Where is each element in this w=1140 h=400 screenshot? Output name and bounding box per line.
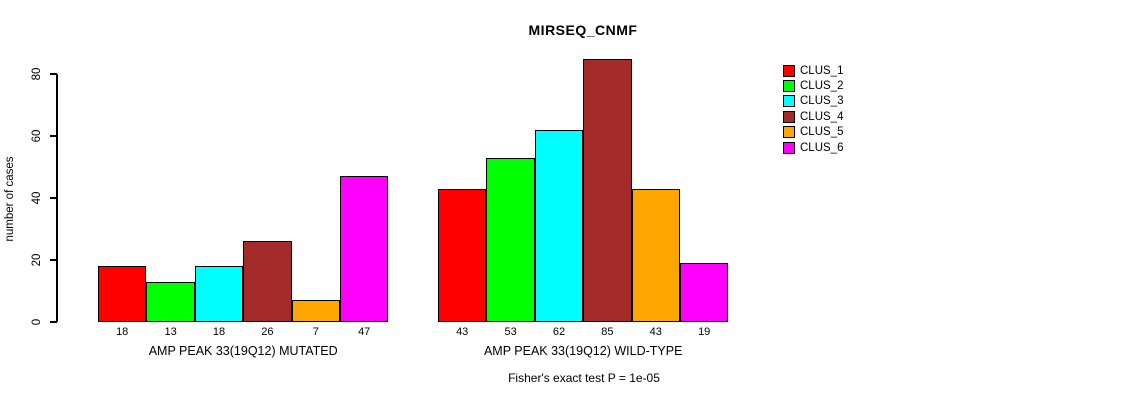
bar-value-label: 19: [698, 326, 711, 338]
bar-clus_3: [534, 129, 584, 322]
legend-swatch-clus_6: [783, 141, 795, 154]
legend-label: CLUS_2: [800, 80, 844, 93]
legend-row: CLUS_6: [783, 140, 843, 155]
legend: CLUS_1 CLUS_2 CLUS_3 CLUS_4 CLUS_5 CLUS_6: [783, 63, 843, 155]
y-axis-tick: [50, 73, 57, 75]
bar-clus_4: [243, 241, 292, 322]
bar-value-label: 47: [358, 326, 371, 338]
legend-row: CLUS_3: [783, 94, 843, 109]
bar-value-label: 62: [552, 326, 566, 338]
legend-label: CLUS_1: [800, 64, 844, 77]
y-axis-tick-label: 0: [31, 318, 43, 326]
legend-swatch-clus_4: [783, 110, 795, 123]
legend-swatch-clus_2: [783, 80, 795, 93]
group-axis-label: AMP PEAK 33(19Q12) WILD-TYPE: [483, 344, 683, 358]
group-axis-label: AMP PEAK 33(19Q12) MUTATED: [148, 344, 338, 358]
bar-clus_5: [631, 188, 680, 322]
y-axis-title: number of cases: [4, 156, 16, 242]
legend-swatch-clus_1: [783, 64, 795, 77]
bar-value-label: 7: [312, 326, 319, 338]
bar-clus_4: [583, 58, 632, 322]
legend-label: CLUS_4: [800, 110, 844, 123]
bar-clus_6: [680, 263, 729, 322]
legend-row: CLUS_5: [783, 125, 843, 140]
y-axis-tick-label: 60: [31, 129, 43, 143]
legend-row: CLUS_4: [783, 109, 843, 124]
legend-swatch-clus_3: [783, 95, 795, 108]
legend-label: CLUS_6: [800, 141, 844, 154]
legend-label: CLUS_3: [800, 95, 844, 108]
bar-value-label: 43: [456, 326, 469, 338]
bar-value-label: 26: [261, 326, 274, 338]
legend-swatch-clus_5: [783, 126, 795, 139]
bar-clus_6: [340, 176, 389, 322]
bar-clus_2: [146, 281, 195, 322]
bar-value-label: 13: [164, 326, 177, 338]
bar-value-label: 85: [601, 326, 614, 338]
y-axis-tick-label: 80: [31, 67, 43, 81]
y-axis-tick: [50, 259, 57, 261]
bar-clus_2: [486, 157, 535, 322]
y-axis-tick-label: 20: [31, 253, 43, 267]
legend-row: CLUS_2: [783, 78, 843, 93]
bar-clus_5: [291, 300, 340, 322]
chart-title: MIRSEQ_CNMF: [528, 22, 638, 38]
bar-clus_1: [438, 188, 487, 322]
y-axis-tick: [50, 321, 57, 323]
bar-value-label: 18: [116, 326, 129, 338]
bar-value-label: 53: [504, 326, 517, 338]
bar-clus_1: [98, 266, 147, 322]
bar-value-label: 43: [649, 326, 662, 338]
footnote-fisher-test: Fisher's exact test P = 1e-05: [508, 371, 660, 385]
legend-label: CLUS_5: [800, 126, 844, 139]
bar-clus_3: [194, 266, 244, 322]
y-axis-tick: [50, 197, 57, 199]
y-axis-tick-label: 40: [31, 191, 43, 205]
legend-row: CLUS_1: [783, 63, 843, 78]
y-axis-tick: [50, 135, 57, 137]
bar-value-label: 18: [212, 326, 226, 338]
